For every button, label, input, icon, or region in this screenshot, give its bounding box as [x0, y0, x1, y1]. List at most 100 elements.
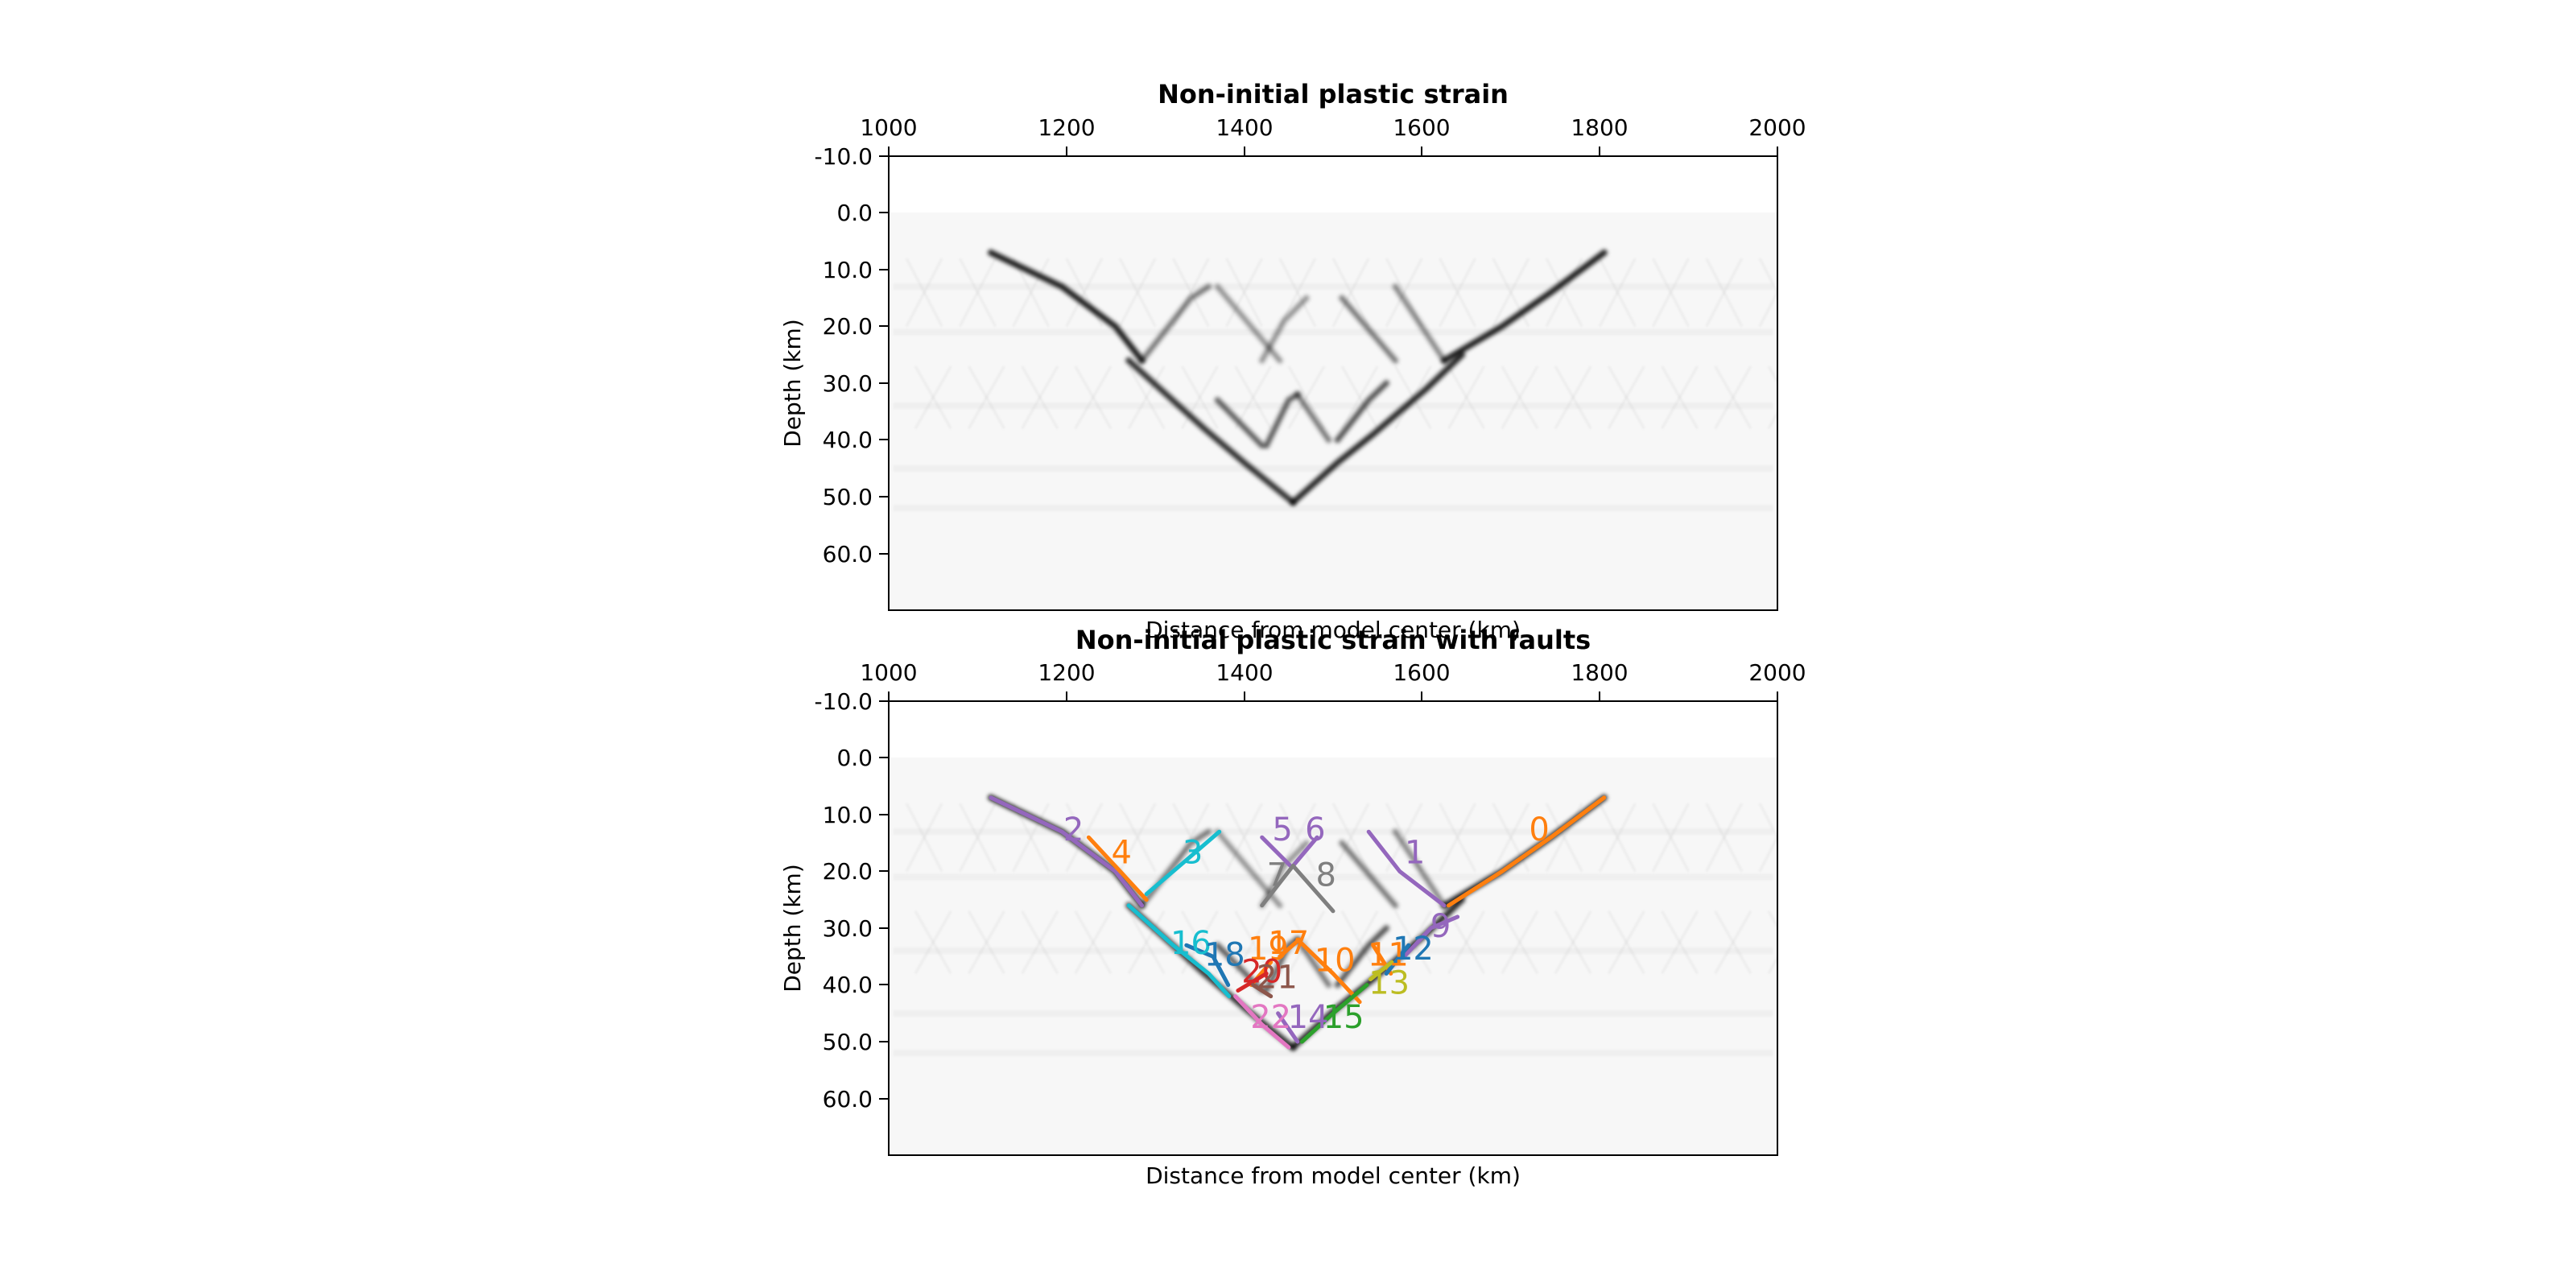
- fault-18-label: 18: [1204, 936, 1245, 973]
- faint-shear-band: [1714, 365, 1752, 430]
- fault-5-label: 5: [1272, 811, 1292, 848]
- fault-17-line: [1278, 937, 1302, 959]
- shear-band: [1127, 358, 1295, 504]
- faint-shear-band: [1287, 910, 1326, 975]
- y-axis-label: Depth (km): [779, 864, 806, 993]
- x-tick-marks: [888, 691, 1778, 701]
- x-tick-label: 1400: [1216, 114, 1273, 141]
- fault-6-label: 6: [1305, 811, 1325, 848]
- faint-shear-band: [1225, 803, 1264, 873]
- fault-12-label: 12: [1393, 931, 1434, 968]
- y-tick-label: 30.0: [823, 915, 873, 942]
- y-tick-label: 10.0: [823, 802, 873, 828]
- fault-15-label: 15: [1323, 999, 1364, 1036]
- faint-shear-band: [958, 258, 997, 328]
- faint-shear-band: [1340, 365, 1379, 430]
- x-tick-label: 1600: [1393, 659, 1450, 686]
- faint-shear-band: [1074, 910, 1113, 975]
- fault-11-label: 11: [1368, 936, 1409, 973]
- shear-band: [1393, 285, 1446, 362]
- faint-shear-band: [1758, 258, 1777, 295]
- shear-band: [1393, 830, 1446, 907]
- panel-title: Non-initial plastic strain: [1158, 79, 1509, 109]
- fault-7-line: [1260, 864, 1295, 908]
- faint-shear-band: [1118, 803, 1157, 873]
- faint-shear-band: [1127, 365, 1166, 430]
- fault-13-line: [1368, 960, 1394, 981]
- panel-title: Non-initial plastic strain with faults: [1075, 625, 1591, 655]
- y-tick-label: 20.0: [823, 858, 873, 885]
- y-axis-label: Depth (km): [779, 319, 806, 448]
- faint-shear-band: [1225, 258, 1264, 328]
- fault-1-line: [1366, 829, 1447, 908]
- fault-0-label: 0: [1529, 811, 1549, 848]
- faint-shear-band: [1340, 910, 1379, 975]
- faint-shear-band: [1714, 910, 1752, 975]
- faint-shear-band: [1385, 258, 1423, 328]
- x-tick-marks: [888, 147, 1778, 156]
- faint-shear-band: [1554, 365, 1592, 430]
- fault-18-line: [1184, 943, 1231, 987]
- fault-3-line: [1144, 829, 1222, 897]
- heatmap-area: [889, 156, 1777, 610]
- faint-shear-band: [1492, 803, 1530, 873]
- fault-22-label: 22: [1250, 999, 1291, 1036]
- faint-shear-band: [1607, 365, 1645, 430]
- faint-shear-band: [1492, 258, 1530, 328]
- faint-shear-band: [1065, 258, 1104, 328]
- x-tick-label: 1200: [1038, 659, 1095, 686]
- y-tick-labels: -10.0 0.0 10.0 20.0 30.0 40.0 50.0 60.0: [815, 688, 873, 1113]
- fault-1-label: 1: [1405, 834, 1425, 871]
- y-tick-label: 40.0: [823, 427, 873, 453]
- faint-shear-band: [905, 258, 943, 328]
- panel-top: Non-initial plastic strain 1000 1200 140…: [779, 79, 1806, 643]
- fault-5-line: [1260, 835, 1293, 868]
- x-tick-label: 1800: [1571, 114, 1628, 141]
- faint-shear-band: [914, 365, 952, 430]
- faint-shear-band: [1331, 803, 1370, 873]
- faint-shear-band: [1652, 258, 1690, 328]
- y-tick-marks: [879, 700, 889, 1100]
- fault-12-line: [1384, 943, 1411, 976]
- faint-shear-band: [1705, 258, 1744, 328]
- fault-lines: [989, 795, 1607, 1050]
- shear-band: [1140, 285, 1211, 362]
- fault-14-label: 14: [1288, 999, 1329, 1036]
- y-tick-label: -10.0: [815, 688, 873, 715]
- fault-16-line: [1126, 903, 1232, 999]
- faint-shear-band: [1118, 258, 1157, 328]
- y-tick-label: 40.0: [823, 972, 873, 998]
- y-tick-label: -10.0: [815, 143, 873, 170]
- faint-shear-band: [1767, 365, 1777, 385]
- fault-10-line: [1295, 937, 1362, 1005]
- faint-shear-band: [968, 365, 1005, 430]
- y-tick-label: 50.0: [823, 1029, 873, 1055]
- shear-band: [1260, 841, 1308, 907]
- faint-shear-band: [1598, 803, 1637, 873]
- y-tick-label: 20.0: [823, 313, 873, 340]
- y-tick-label: 50.0: [823, 484, 873, 510]
- faint-shear-band: [1501, 365, 1539, 430]
- x-tick-label: 1400: [1216, 659, 1273, 686]
- x-tick-label: 1800: [1571, 659, 1628, 686]
- fault-21-line: [1251, 983, 1274, 999]
- fault-20-line: [1236, 971, 1269, 993]
- shear-band: [1335, 382, 1389, 442]
- x-tick-label: 2000: [1748, 659, 1806, 686]
- faint-shear-band: [1012, 258, 1051, 328]
- faint-shear-band: [914, 910, 952, 975]
- shear-band: [1443, 250, 1606, 362]
- faint-shear-band: [1501, 910, 1539, 975]
- fault-9-line: [1402, 914, 1460, 959]
- shear-band: [1291, 353, 1464, 504]
- faint-shear-band: [1287, 365, 1326, 430]
- fault-20-label: 20: [1241, 953, 1282, 990]
- faint-shear-band: [958, 803, 997, 873]
- faint-shear-band: [1705, 803, 1744, 873]
- faint-shear-band: [1661, 910, 1699, 975]
- x-tick-label: 1200: [1038, 114, 1095, 141]
- faint-shear-band: [1127, 910, 1166, 975]
- fault-16-label: 16: [1170, 925, 1212, 962]
